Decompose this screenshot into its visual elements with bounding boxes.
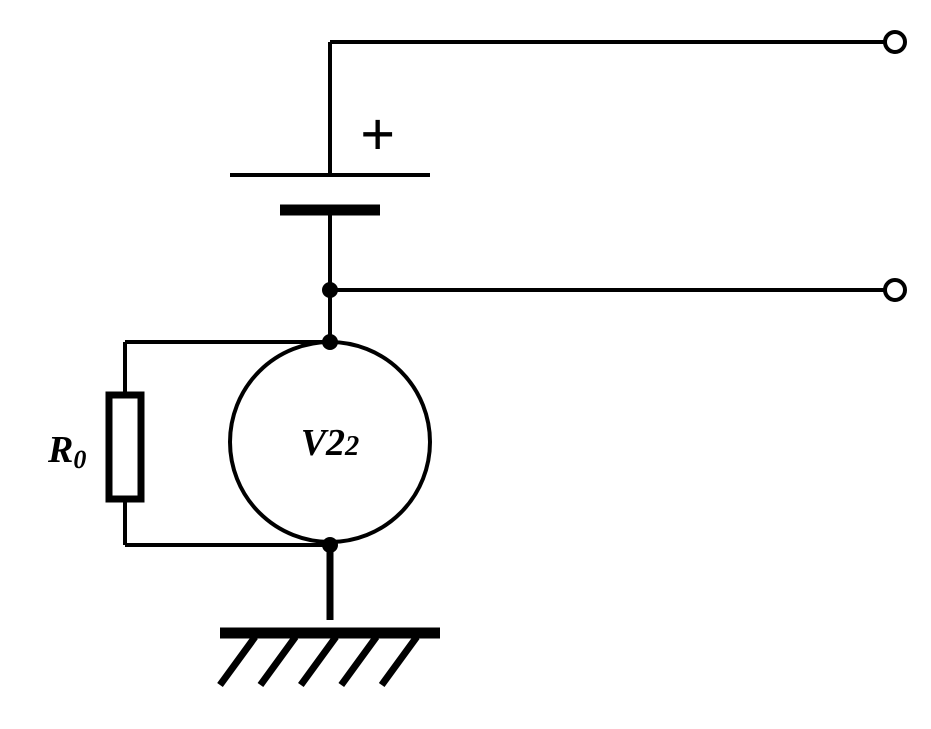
- resistor-r0-label: R0: [47, 429, 86, 474]
- battery-polarity-plus: +: [360, 101, 395, 169]
- voltmeter-label: V22: [301, 422, 360, 464]
- ground-hatch: [301, 637, 336, 685]
- terminal-mid: [885, 280, 905, 300]
- ground-hatch: [382, 637, 417, 685]
- ground-hatch: [260, 637, 295, 685]
- resistor-r0: [109, 395, 141, 499]
- ground-hatch: [341, 637, 376, 685]
- ground-hatch: [220, 637, 255, 685]
- terminal-top: [885, 32, 905, 52]
